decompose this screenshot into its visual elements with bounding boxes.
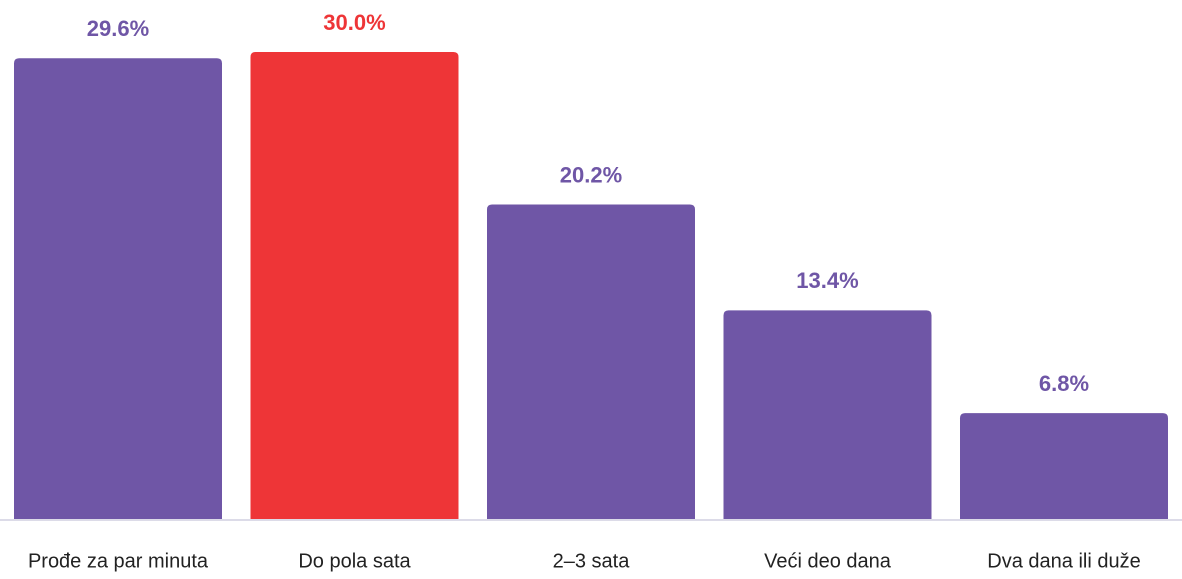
bar <box>250 52 459 519</box>
x-tick-label: Veći deo dana <box>764 550 892 572</box>
x-tick-label: 2–3 sata <box>553 550 631 572</box>
value-label: 20.2% <box>560 162 622 187</box>
value-label: 30.0% <box>323 10 385 35</box>
x-tick-label: Prođe za par minuta <box>28 550 209 572</box>
x-tick-label: Dva dana ili duže <box>987 550 1140 572</box>
x-tick-label: Do pola sata <box>298 550 411 572</box>
bar <box>960 413 1168 519</box>
value-label: 6.8% <box>1039 371 1089 396</box>
bar <box>14 58 222 520</box>
bar <box>487 204 695 519</box>
value-label: 13.4% <box>796 268 858 293</box>
value-label: 29.6% <box>87 16 149 41</box>
bar <box>723 310 932 519</box>
